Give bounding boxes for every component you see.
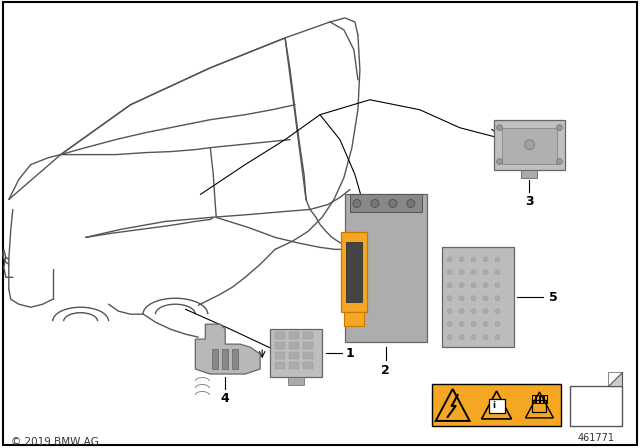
Circle shape bbox=[447, 296, 452, 301]
Circle shape bbox=[495, 270, 500, 275]
Text: 4: 4 bbox=[221, 392, 230, 405]
Bar bbox=[493, 120, 565, 169]
Circle shape bbox=[483, 270, 488, 275]
Circle shape bbox=[495, 296, 500, 301]
Circle shape bbox=[447, 322, 452, 327]
Bar bbox=[212, 349, 218, 369]
Circle shape bbox=[495, 257, 500, 262]
Circle shape bbox=[483, 283, 488, 288]
Circle shape bbox=[459, 309, 464, 314]
Circle shape bbox=[447, 283, 452, 288]
Bar bbox=[545, 395, 547, 403]
Bar bbox=[570, 386, 622, 426]
Circle shape bbox=[371, 199, 379, 207]
Bar bbox=[303, 362, 313, 369]
Bar bbox=[344, 312, 364, 326]
Circle shape bbox=[471, 322, 476, 327]
Text: © 2019 BMW AG: © 2019 BMW AG bbox=[11, 437, 99, 447]
Bar bbox=[350, 194, 422, 212]
Circle shape bbox=[497, 125, 502, 131]
Circle shape bbox=[483, 296, 488, 301]
Text: 2: 2 bbox=[381, 363, 390, 377]
Text: 3: 3 bbox=[525, 195, 534, 208]
Circle shape bbox=[447, 309, 452, 314]
Circle shape bbox=[471, 257, 476, 262]
Bar bbox=[303, 352, 313, 359]
Bar bbox=[488, 399, 504, 413]
Circle shape bbox=[471, 283, 476, 288]
Bar bbox=[432, 384, 561, 426]
Circle shape bbox=[483, 257, 488, 262]
Bar bbox=[289, 362, 299, 369]
Bar bbox=[288, 377, 304, 385]
Bar bbox=[346, 242, 362, 302]
Circle shape bbox=[495, 335, 500, 340]
Circle shape bbox=[471, 335, 476, 340]
Bar bbox=[303, 332, 313, 339]
Bar bbox=[442, 247, 513, 347]
Circle shape bbox=[524, 140, 534, 150]
Bar bbox=[532, 400, 547, 412]
Bar bbox=[303, 342, 313, 349]
Bar bbox=[270, 329, 322, 377]
Bar bbox=[540, 395, 543, 403]
Circle shape bbox=[459, 270, 464, 275]
Bar bbox=[345, 194, 427, 342]
Bar bbox=[341, 233, 367, 312]
Bar bbox=[275, 362, 285, 369]
Circle shape bbox=[495, 283, 500, 288]
Circle shape bbox=[497, 159, 502, 164]
Text: 5: 5 bbox=[549, 291, 558, 304]
Circle shape bbox=[483, 335, 488, 340]
Polygon shape bbox=[195, 324, 260, 374]
Bar bbox=[222, 349, 228, 369]
Circle shape bbox=[471, 270, 476, 275]
Bar bbox=[522, 169, 538, 177]
Bar bbox=[275, 342, 285, 349]
Circle shape bbox=[407, 199, 415, 207]
Circle shape bbox=[459, 335, 464, 340]
Circle shape bbox=[459, 257, 464, 262]
Polygon shape bbox=[608, 372, 622, 386]
Bar bbox=[502, 128, 557, 164]
Circle shape bbox=[556, 125, 563, 131]
Circle shape bbox=[471, 296, 476, 301]
Text: i: i bbox=[492, 401, 495, 410]
Bar bbox=[289, 342, 299, 349]
Circle shape bbox=[459, 322, 464, 327]
Circle shape bbox=[459, 283, 464, 288]
Circle shape bbox=[447, 335, 452, 340]
Bar bbox=[275, 352, 285, 359]
Circle shape bbox=[495, 309, 500, 314]
Bar bbox=[289, 332, 299, 339]
Bar bbox=[275, 332, 285, 339]
Circle shape bbox=[495, 322, 500, 327]
Circle shape bbox=[483, 322, 488, 327]
Text: 1: 1 bbox=[346, 347, 355, 360]
Bar bbox=[536, 395, 540, 403]
Text: 461771: 461771 bbox=[578, 433, 615, 443]
Bar bbox=[289, 352, 299, 359]
Circle shape bbox=[459, 296, 464, 301]
Bar bbox=[532, 395, 536, 403]
Circle shape bbox=[556, 159, 563, 164]
Bar bbox=[232, 349, 238, 369]
Circle shape bbox=[353, 199, 361, 207]
Circle shape bbox=[447, 270, 452, 275]
Circle shape bbox=[483, 309, 488, 314]
Circle shape bbox=[389, 199, 397, 207]
Circle shape bbox=[471, 309, 476, 314]
Circle shape bbox=[447, 257, 452, 262]
